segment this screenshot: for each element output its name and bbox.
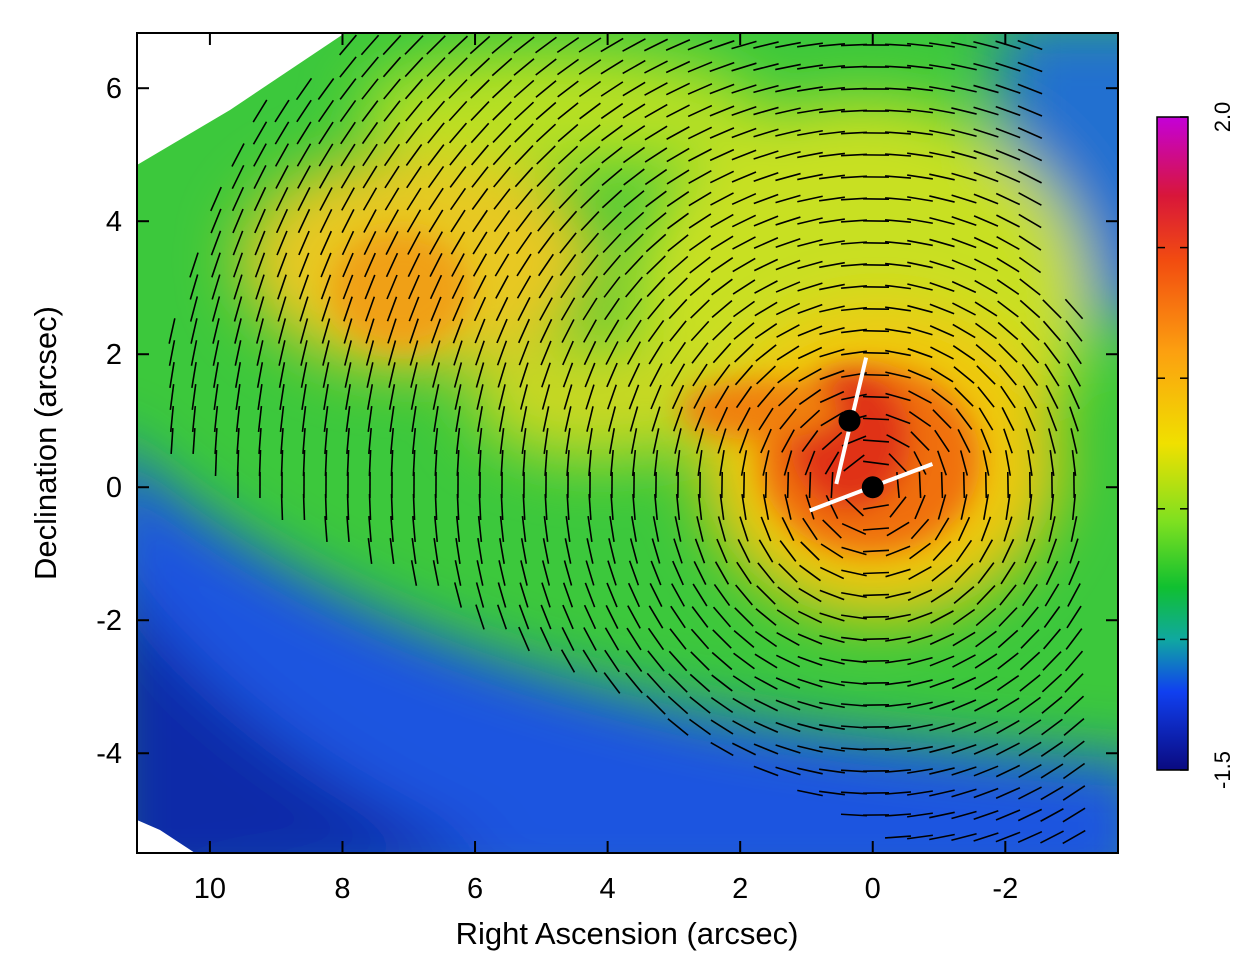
vector <box>863 375 889 376</box>
vector <box>216 450 217 476</box>
marker <box>862 476 884 498</box>
y-tick-label: 0 <box>106 472 122 504</box>
y-axis-label: Declination (arcsec) <box>28 306 63 580</box>
vector <box>788 472 789 498</box>
x-axis-label: Right Ascension (arcsec) <box>456 916 799 951</box>
vector <box>304 494 305 520</box>
x-tick-label: 8 <box>334 873 350 905</box>
vector <box>863 639 889 640</box>
x-tick-label: 4 <box>600 873 616 905</box>
vector <box>863 331 889 332</box>
vector <box>863 617 889 618</box>
chart: Right Ascension (arcsec) Declination (ar… <box>0 0 1233 954</box>
marker <box>839 410 861 432</box>
colorbar-tick-label: 2.0 <box>1210 102 1233 133</box>
vector <box>986 472 987 498</box>
vector <box>942 472 943 498</box>
x-tick-label: 2 <box>732 873 748 905</box>
x-tick-label: -2 <box>992 873 1018 905</box>
y-tick-label: 2 <box>106 339 122 371</box>
y-tick-label: 4 <box>106 206 122 238</box>
vector <box>863 397 889 398</box>
colorbar-tick-label: -1.5 <box>1210 751 1233 789</box>
vector <box>810 472 811 498</box>
y-tick-label: -2 <box>96 605 122 637</box>
vector <box>282 494 283 520</box>
y-tick-label: 6 <box>106 73 122 105</box>
x-tick-label: 10 <box>194 873 226 905</box>
heatmap-image <box>100 20 1200 900</box>
vector <box>766 472 767 498</box>
vector <box>964 472 965 498</box>
x-tick-label: 6 <box>467 873 483 905</box>
vector <box>863 573 889 574</box>
colorbar <box>1157 117 1188 770</box>
y-tick-label: -4 <box>96 738 122 770</box>
vector <box>863 595 889 596</box>
x-tick-label: 0 <box>865 873 881 905</box>
vector <box>863 353 889 354</box>
